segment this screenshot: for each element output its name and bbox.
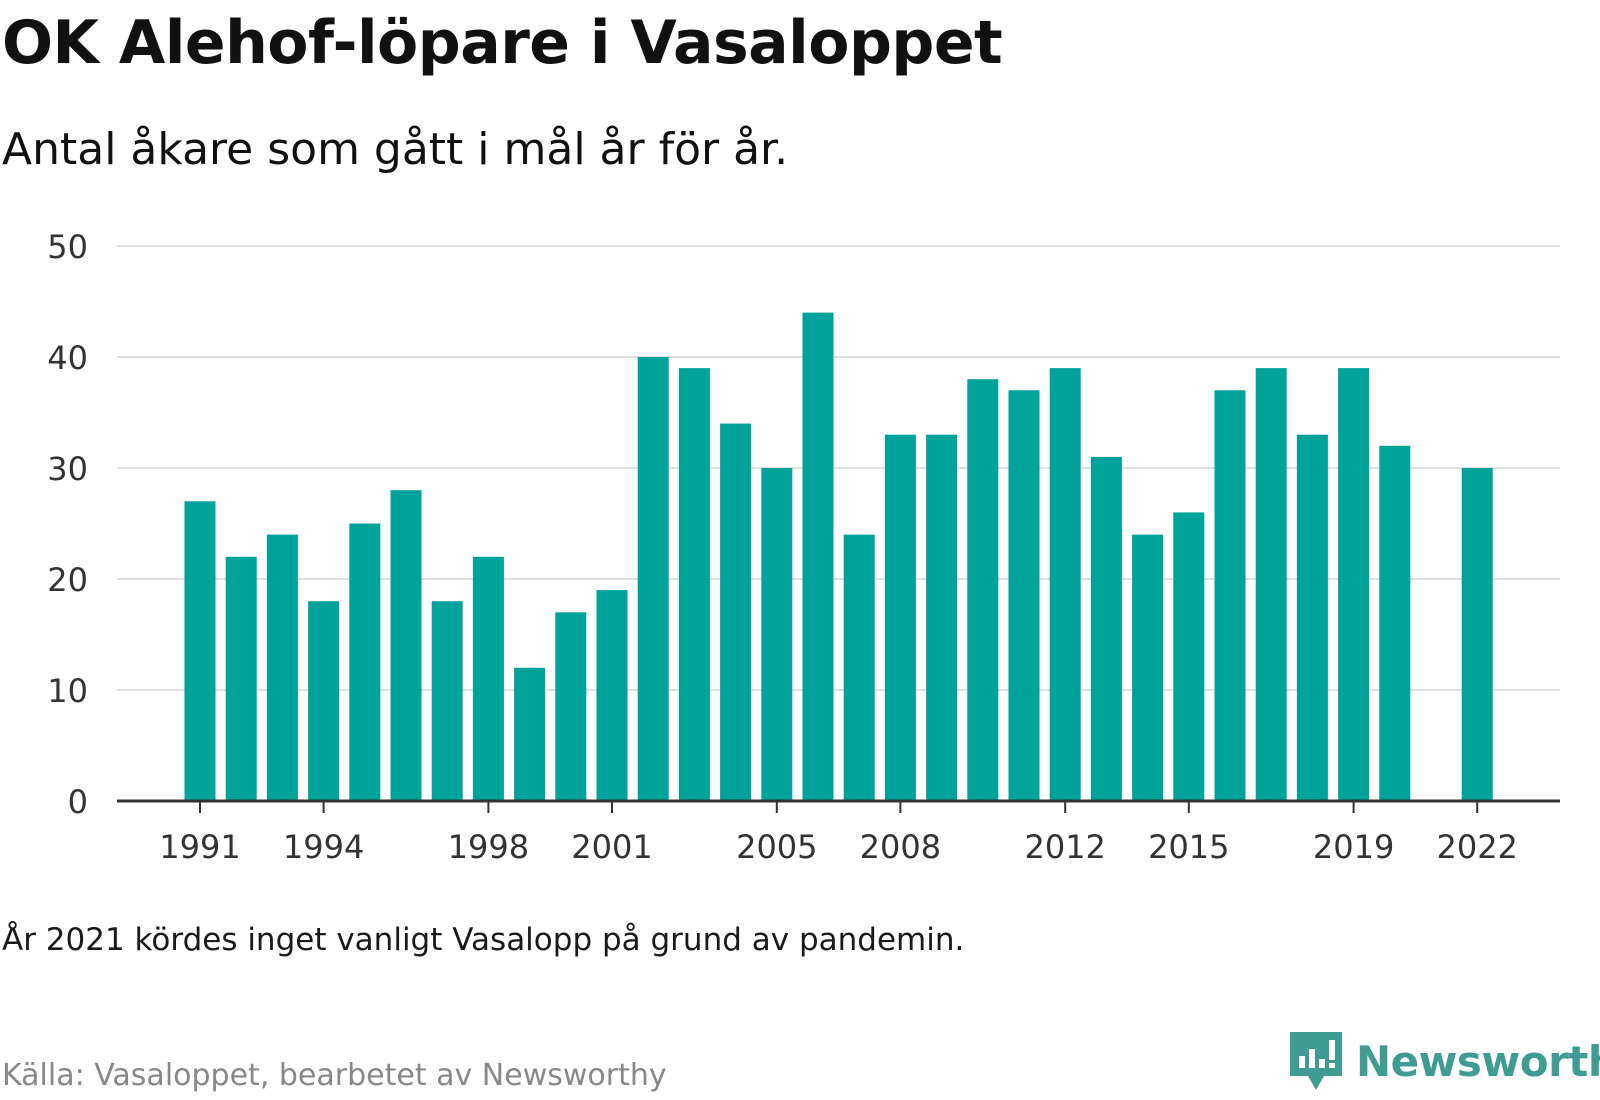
bar-2011 [1008,390,1040,801]
x-tick-label-2005: 2005 [736,828,817,866]
bar-2000 [555,612,587,801]
axes: 0 10 20 30 40 50 1991 1994 1998 2001 2005 2008 2012 2… [47,228,1560,866]
bar-1999 [514,667,546,801]
bar-2020 [1379,445,1411,801]
y-tick-label-40: 40 [47,339,88,377]
bars [184,312,1493,801]
bar-2017 [1255,368,1287,801]
y-tick-label-20: 20 [47,561,88,599]
bar-1995 [349,523,381,801]
brand-logo: Newsworthy [1290,1032,1600,1090]
y-tick-label-30: 30 [47,450,88,488]
bar-2004 [720,423,752,801]
bar-2006 [802,312,834,801]
bar-2022 [1461,468,1493,801]
x-tick-label-2022: 2022 [1436,828,1517,866]
bar-1991 [184,501,216,801]
bar-2012 [1049,368,1081,801]
bar-2007 [843,534,875,801]
bar-1996 [390,490,422,801]
source-credit: Källa: Vasaloppet, bearbetet av Newswort… [2,1058,667,1093]
bar-1992 [225,556,257,801]
x-tick-label-1994: 1994 [283,828,364,866]
y-tick-label-0: 0 [68,783,88,821]
chart-title: OK Alehof-löpare i Vasaloppet [2,8,1003,78]
bar-1997 [431,601,463,801]
bar-2019 [1338,368,1370,801]
bar-2002 [637,357,669,801]
chart-note: År 2021 kördes inget vanligt Vasalopp på… [2,922,965,958]
x-tick-label-2001: 2001 [571,828,652,866]
bar-2008 [884,434,916,801]
chart-subtitle: Antal åkare som gått i mål år för år. [2,124,789,175]
bar-1994 [308,601,340,801]
brand-name: Newsworthy [1356,1036,1600,1086]
bar-2005 [761,468,793,801]
bar-2001 [596,590,628,801]
x-tick-label-2015: 2015 [1148,828,1229,866]
bar-2018 [1296,434,1328,801]
x-tick-label-2012: 2012 [1024,828,1105,866]
y-tick-label-10: 10 [47,672,88,710]
bar-2010 [967,379,999,801]
bar-2013 [1090,456,1122,801]
bar-1998 [472,556,504,801]
bar-2003 [678,368,710,801]
bar-2016 [1214,390,1246,801]
bar-2015 [1173,512,1205,801]
bar-2014 [1132,534,1164,801]
x-tick-label-2008: 2008 [860,828,941,866]
bar-1993 [266,534,298,801]
y-tick-label-50: 50 [47,228,88,266]
x-tick-label-2019: 2019 [1313,828,1394,866]
bar-2009 [926,434,958,801]
newsworthy-logo-icon [1290,1032,1342,1090]
x-tick-label-1998: 1998 [448,828,529,866]
x-tick-label-1991: 1991 [159,828,240,866]
bar-chart: 0 10 20 30 40 50 1991 1994 1998 2001 2005 2008 2012 2… [47,228,1560,866]
